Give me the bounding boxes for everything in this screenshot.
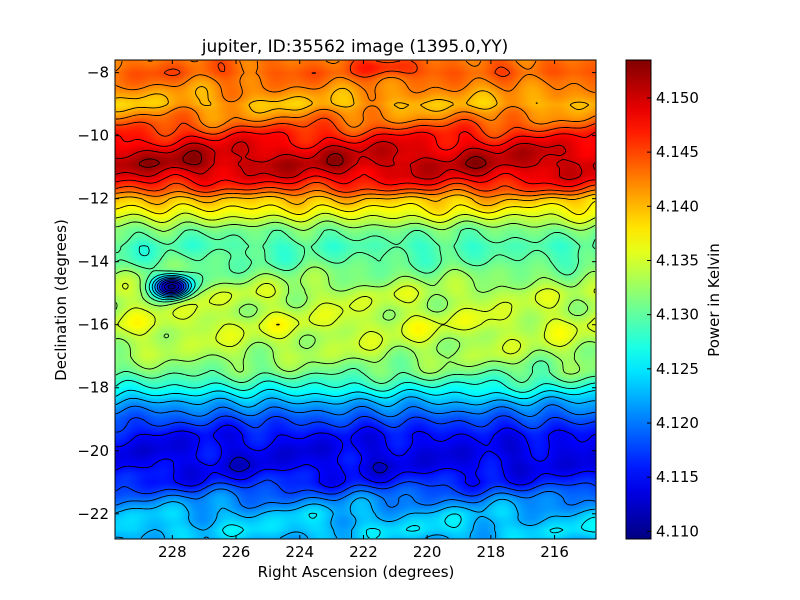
contour-level-10 — [115, 212, 596, 355]
contour-level-9 — [115, 220, 596, 375]
colorbar-label: Power in Kelvin — [705, 243, 723, 357]
x-tick-label: 220 — [413, 543, 442, 561]
y-axis-label: Declination (degrees) — [52, 219, 70, 381]
x-tick-label: 226 — [222, 543, 251, 561]
y-tick-label: −16 — [77, 316, 109, 334]
colorbar-tick-label: 4.150 — [656, 89, 699, 107]
colorbar-tick-label: 4.115 — [656, 468, 699, 486]
colorbar-frame — [625, 59, 652, 540]
contour-level-1 — [163, 282, 388, 474]
contour-level-13 — [115, 60, 596, 198]
plot-frame — [114, 59, 597, 540]
colorbar-tick-label: 4.110 — [656, 522, 699, 540]
contour-level-4 — [115, 277, 596, 509]
contour-level-17 — [138, 150, 487, 169]
contour-level-5 — [115, 276, 596, 539]
y-tick-label: −12 — [77, 190, 109, 208]
contour-level-15 — [115, 131, 596, 188]
contour-level-3 — [115, 279, 596, 497]
contour-level-0 — [167, 284, 176, 290]
contour-level-12 — [115, 86, 596, 207]
y-tick-label: −10 — [77, 127, 109, 145]
colorbar-tick-label: 4.120 — [656, 414, 699, 432]
contour-level-6 — [115, 274, 596, 539]
colorbar-ticks: 4.110 4.115 4.120 4.125 4.130 4.135 4.140 4.145… — [647, 89, 699, 540]
colorbar: 4.110 4.115 4.120 4.125 4.130 4.135 4.140 4.145… — [625, 59, 699, 540]
x-tick-label: 218 — [477, 543, 506, 561]
chart-title: jupiter, ID:35562 image (1395.0,YY) — [201, 37, 509, 57]
y-tick-label: −18 — [77, 379, 109, 397]
x-tick-label: 224 — [285, 543, 314, 561]
contour-level-8 — [115, 228, 596, 384]
y-tick-label: −20 — [77, 442, 109, 460]
y-tick-label: −22 — [77, 505, 109, 523]
colorbar-tick-label: 4.130 — [656, 306, 699, 324]
y-tick-label: −14 — [77, 253, 109, 271]
colorbar-tick-label: 4.145 — [656, 143, 699, 161]
x-tick-label: 222 — [349, 543, 378, 561]
plot-area — [114, 59, 597, 540]
x-tick-label: 228 — [158, 543, 187, 561]
contour-level-7 — [115, 245, 596, 393]
colorbar-tick-label: 4.140 — [656, 197, 699, 215]
contour-level-14 — [115, 60, 596, 193]
contour-lines — [115, 60, 596, 539]
colorbar-gradient — [626, 60, 651, 539]
contour-level-11 — [115, 200, 596, 326]
colorbar-tick-label: 4.135 — [656, 251, 699, 269]
contour-level-2 — [115, 280, 596, 488]
y-axis: −8 −10 −12 −14 −16 −18 −20 −22 — [77, 64, 596, 523]
colorbar-tick-label: 4.125 — [656, 360, 699, 378]
x-axis-label: Right Ascension (degrees) — [258, 563, 455, 581]
x-tick-label: 216 — [540, 543, 569, 561]
contour-level-16 — [115, 141, 596, 180]
y-tick-label: −8 — [87, 64, 109, 82]
x-axis: 228 226 224 222 220 218 216 — [158, 60, 569, 561]
